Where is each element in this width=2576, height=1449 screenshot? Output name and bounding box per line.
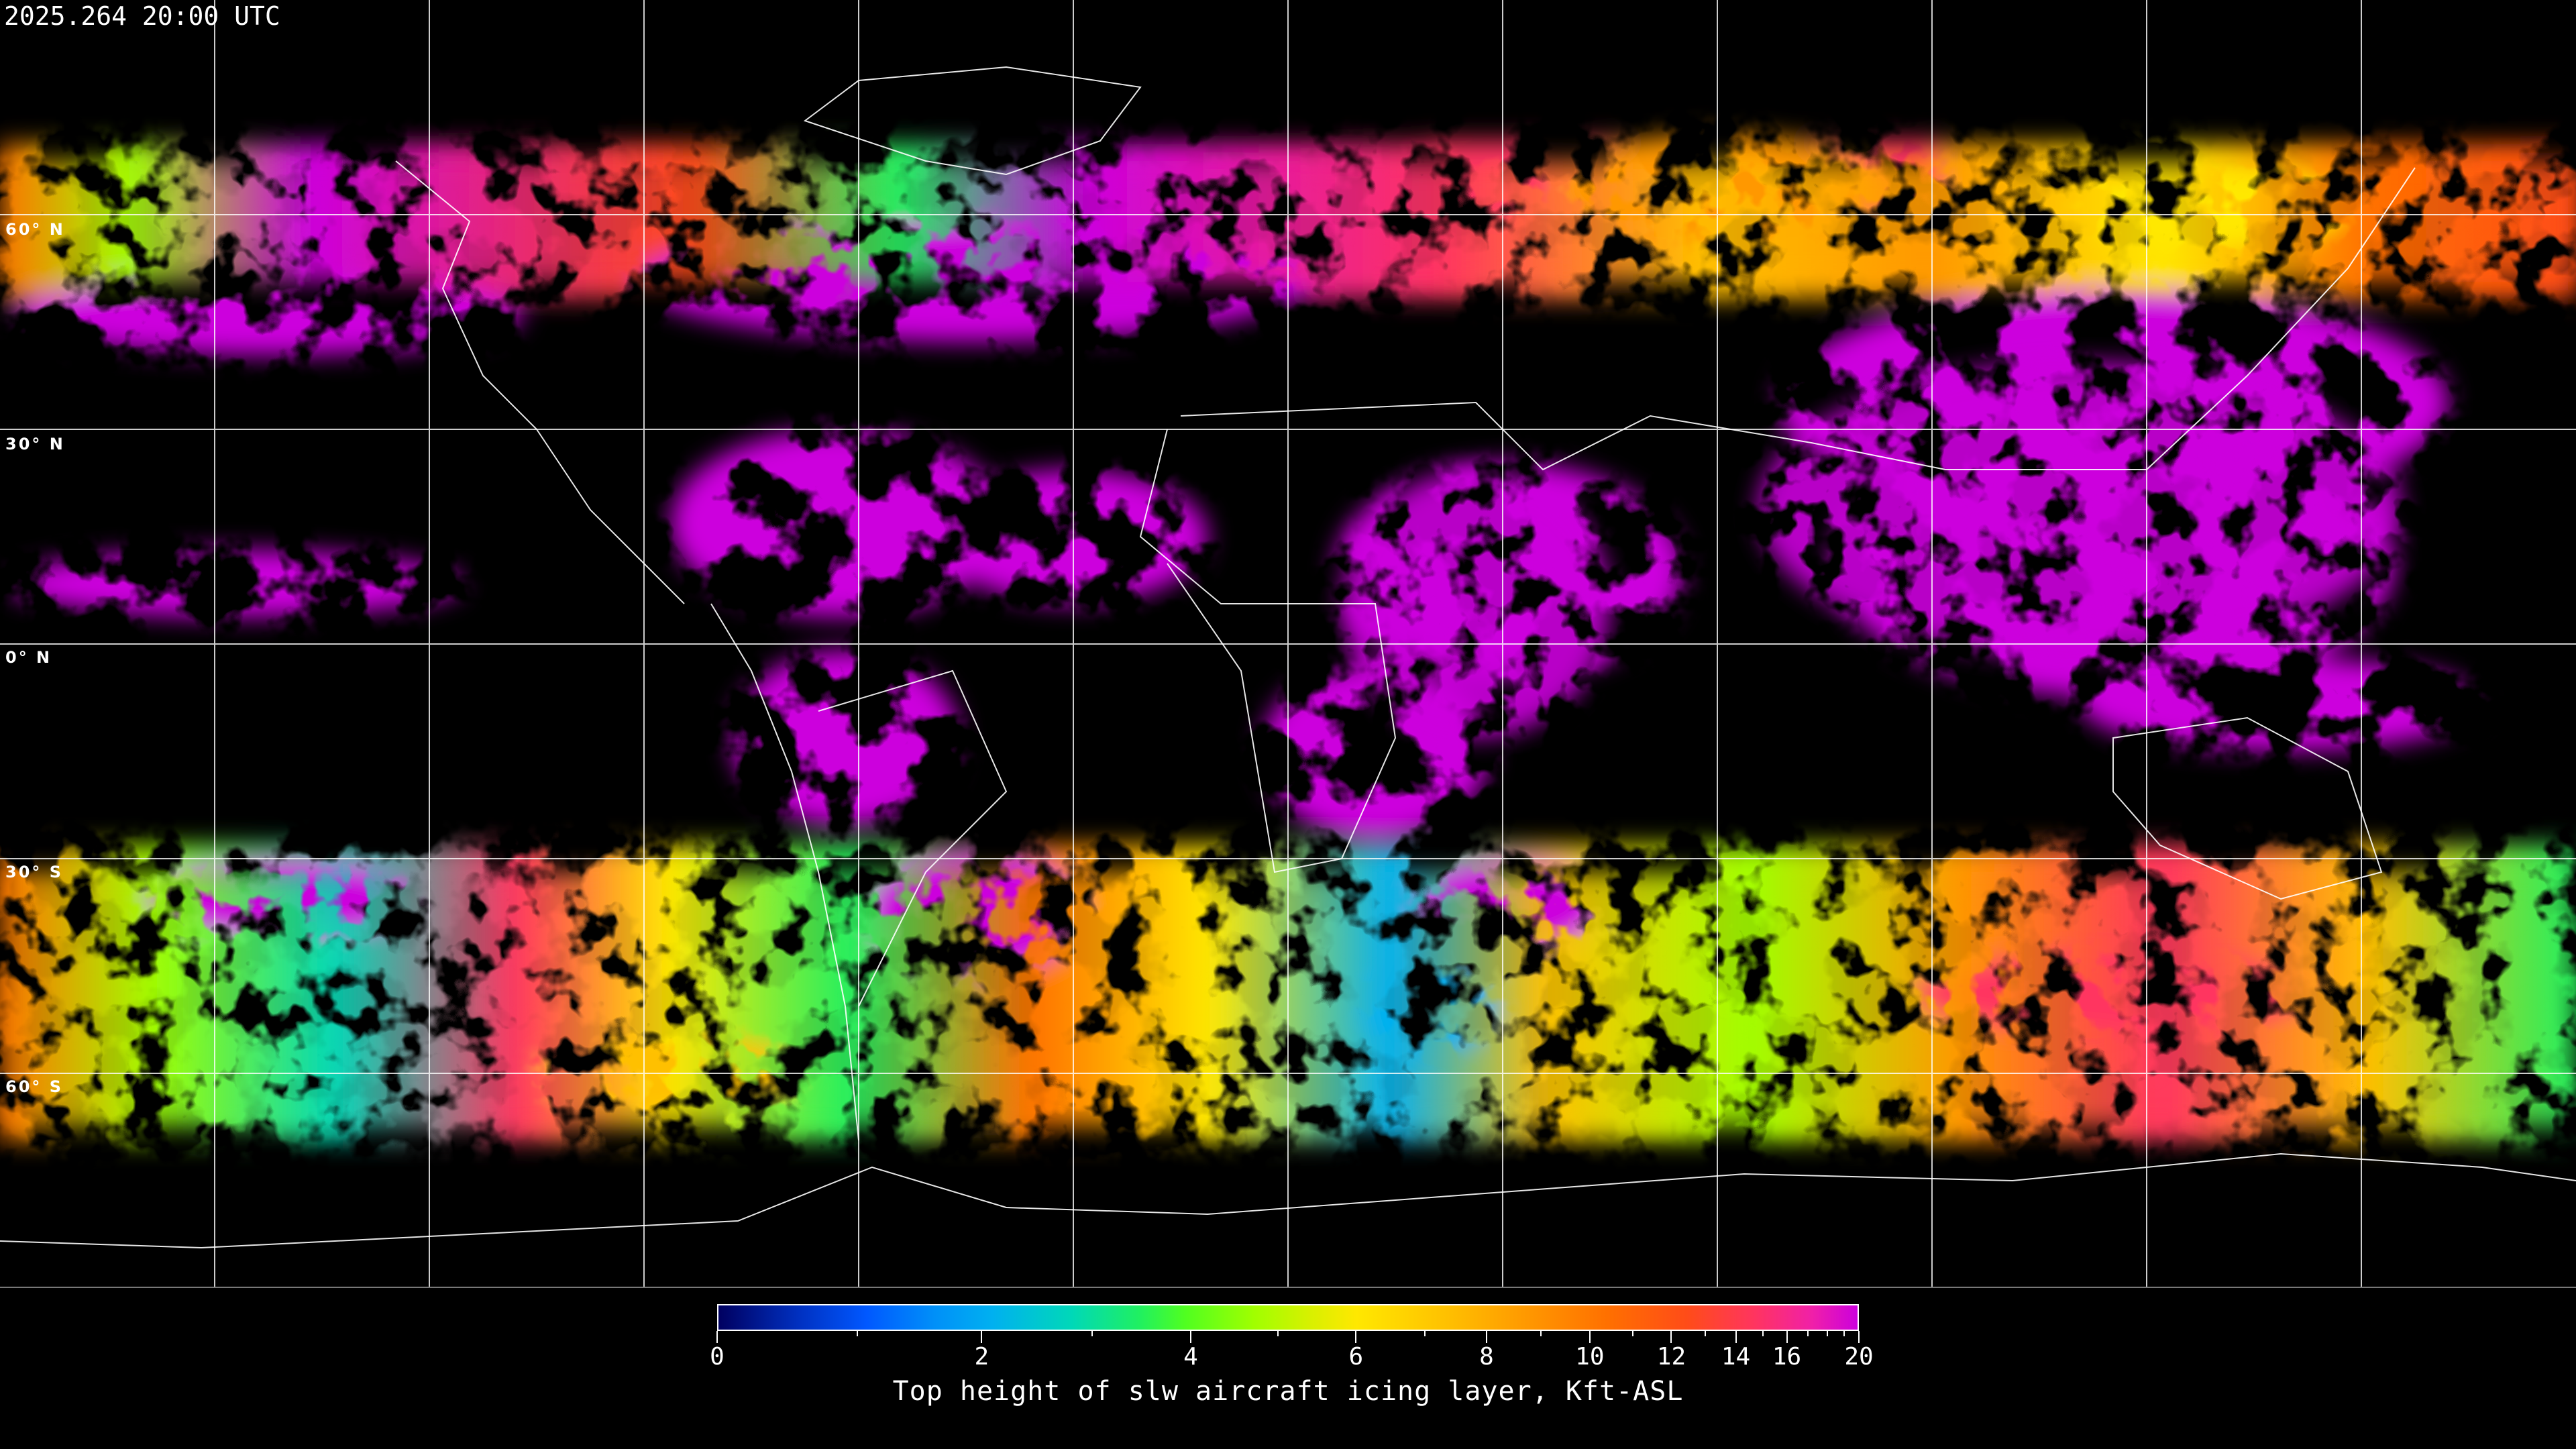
colorbar-tick-label: 4 <box>1183 1343 1198 1371</box>
colorbar-tick-label: 20 <box>1844 1343 1874 1371</box>
colorbar <box>717 1304 1859 1331</box>
colorbar-major-tick <box>1858 1331 1860 1343</box>
colorbar-major-tick <box>1786 1331 1788 1343</box>
timestamp: 2025.264 20:00 UTC <box>4 1 280 31</box>
colorbar-tick-label: 14 <box>1721 1343 1751 1371</box>
colorbar-tick-label: 12 <box>1656 1343 1686 1371</box>
colorbar-major-tick <box>1589 1331 1591 1343</box>
colorbar-minor-tick <box>1091 1331 1093 1336</box>
lat-label-60s: 60° S <box>5 1077 64 1096</box>
colorbar-major-tick <box>1735 1331 1737 1343</box>
icing-map <box>0 0 2576 1288</box>
colorbar-minor-tick <box>1807 1331 1809 1336</box>
colorbar-major-tick <box>1670 1331 1672 1343</box>
colorbar-tick-label: 8 <box>1479 1343 1494 1371</box>
colorbar-major-tick <box>981 1331 983 1343</box>
colorbar-minor-tick <box>1540 1331 1542 1336</box>
colorbar-ticks <box>716 1331 1860 1344</box>
colorbar-minor-tick <box>1705 1331 1707 1336</box>
colorbar-tick-label: 0 <box>710 1343 724 1371</box>
lat-label-30s: 30° S <box>5 863 64 881</box>
colorbar-minor-tick <box>1826 1331 1828 1336</box>
colorbar-tick-label: 10 <box>1575 1343 1605 1371</box>
colorbar-title: Top height of slw aircraft icing layer, … <box>892 1376 1684 1407</box>
colorbar-major-tick <box>1190 1331 1191 1343</box>
colorbar-tick-label: 2 <box>974 1343 989 1371</box>
colorbar-major-tick <box>716 1331 718 1343</box>
colorbar-minor-tick <box>856 1331 858 1336</box>
colorbar-minor-tick <box>1632 1331 1634 1336</box>
colorbar-minor-tick <box>1843 1331 1845 1336</box>
map-border <box>0 1287 2576 1288</box>
lat-label-30n: 30° N <box>5 435 65 453</box>
coastlines <box>0 66 2576 1249</box>
lat-label-60n: 60° N <box>5 220 65 239</box>
graticule <box>0 0 2576 1288</box>
colorbar-major-tick <box>1355 1331 1357 1343</box>
colorbar-major-tick <box>1486 1331 1487 1343</box>
colorbar-tick-label: 16 <box>1772 1343 1802 1371</box>
colorbar-tick-label: 6 <box>1348 1343 1364 1371</box>
lat-label-0n: 0° N <box>5 648 52 667</box>
colorbar-minor-tick <box>1277 1331 1279 1336</box>
colorbar-minor-tick <box>1762 1331 1764 1336</box>
colorbar-minor-tick <box>1424 1331 1426 1336</box>
